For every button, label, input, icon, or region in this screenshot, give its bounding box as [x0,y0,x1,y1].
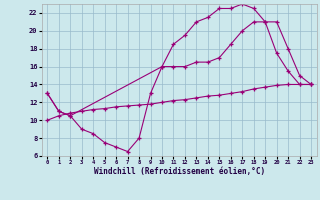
X-axis label: Windchill (Refroidissement éolien,°C): Windchill (Refroidissement éolien,°C) [94,167,265,176]
